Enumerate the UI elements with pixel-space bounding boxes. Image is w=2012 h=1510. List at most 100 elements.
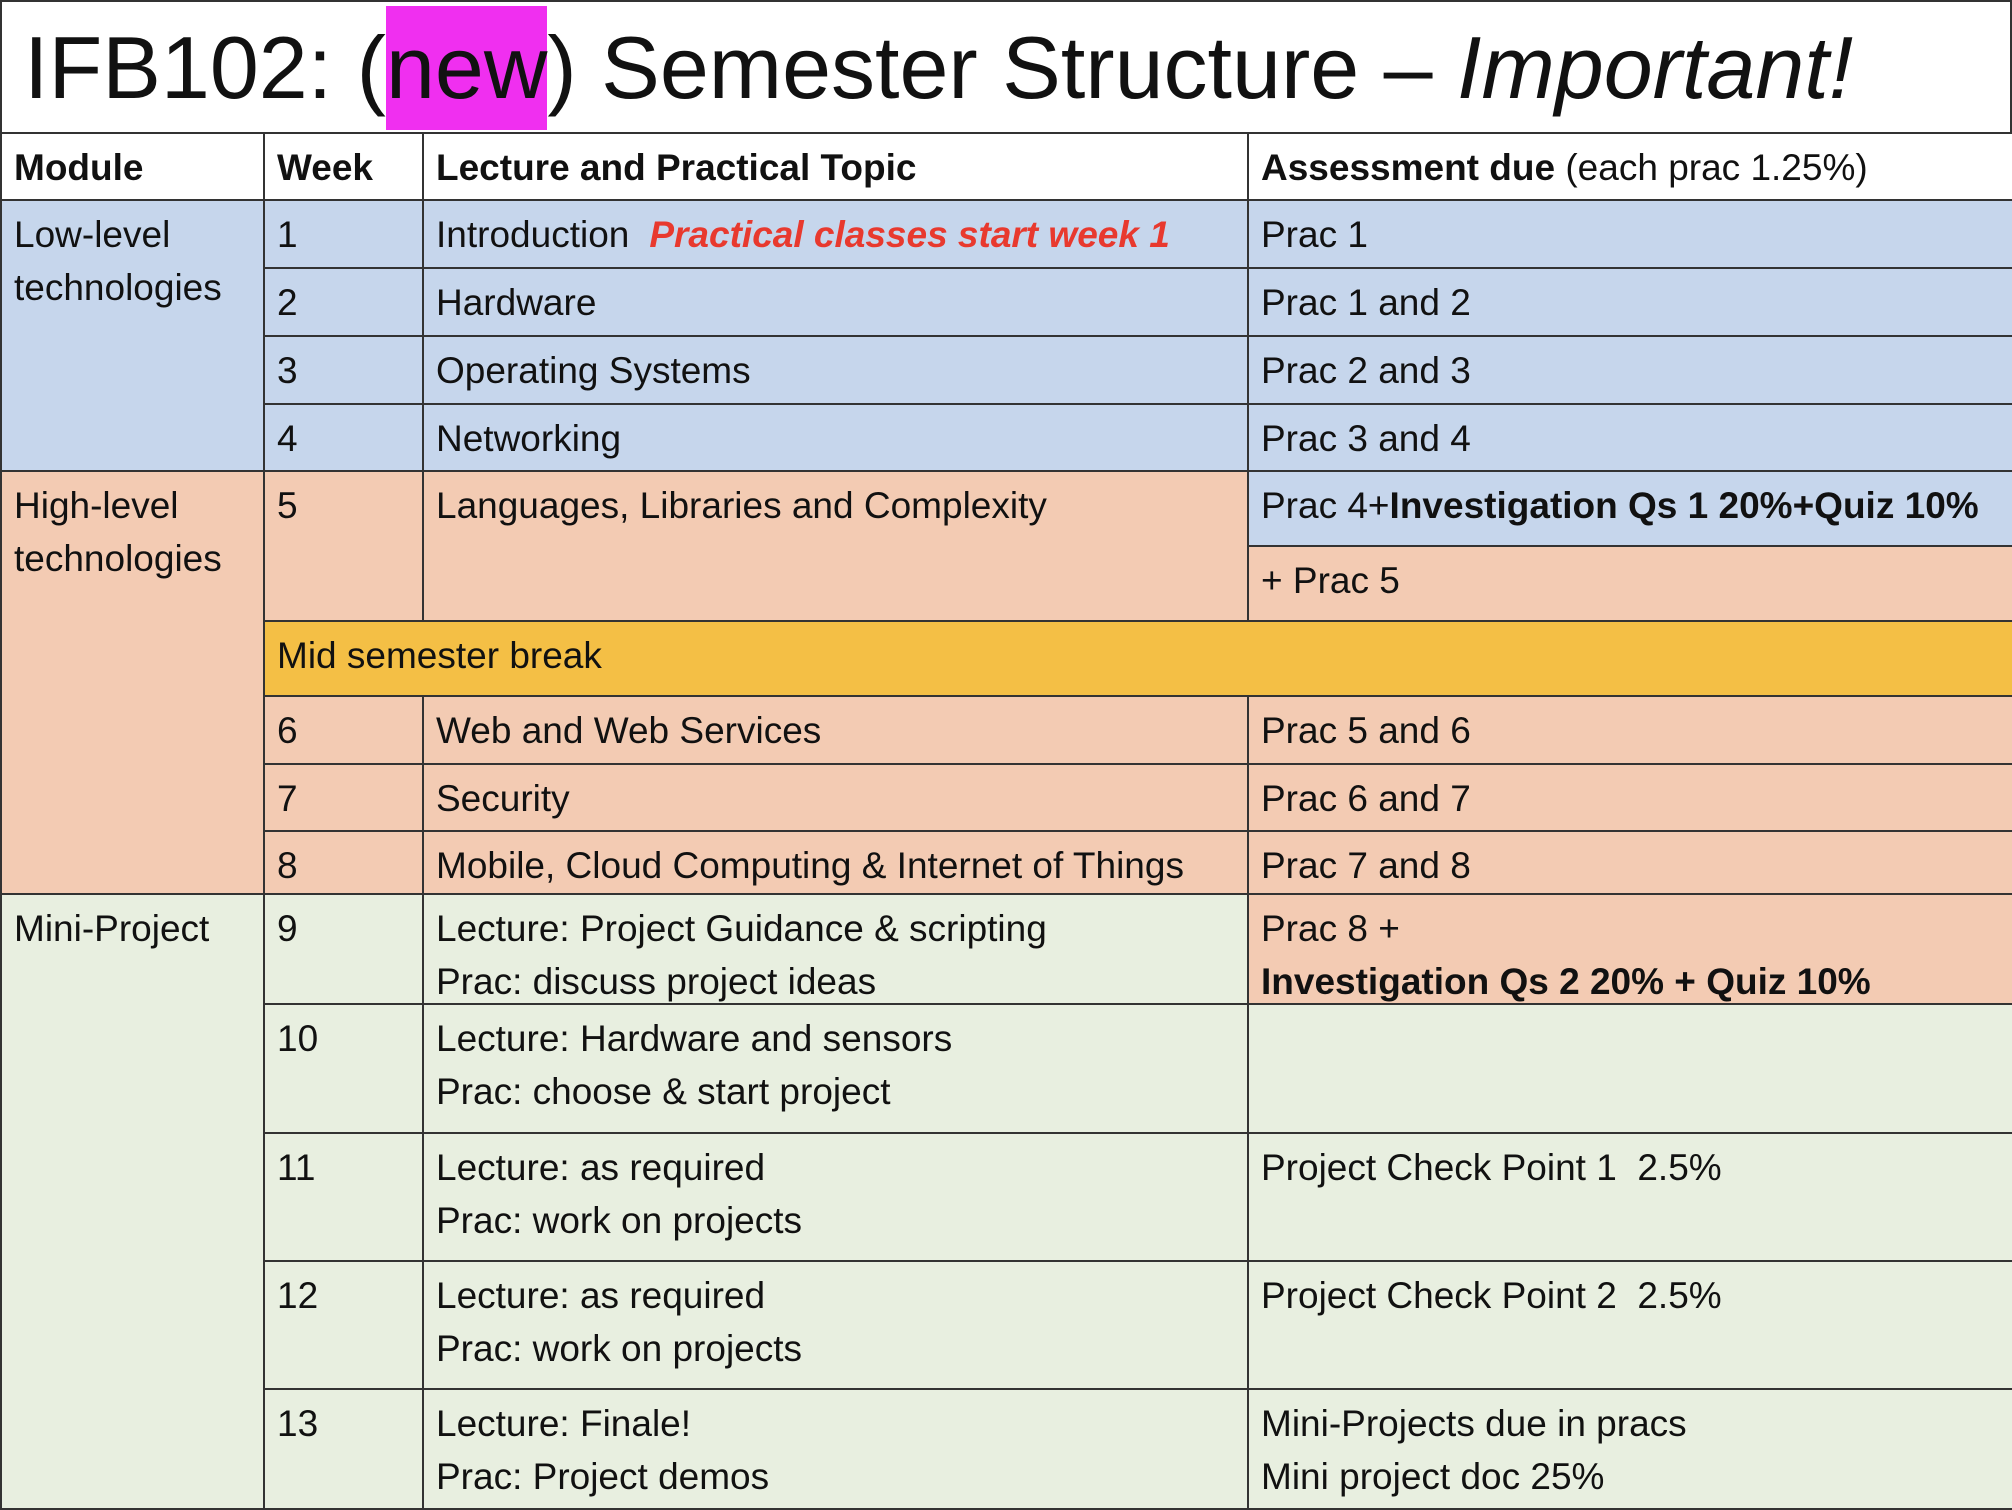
header-text: Week — [277, 147, 373, 188]
week-cell: 9 — [263, 893, 424, 1005]
header-note: (each prac 1.25%) — [1565, 147, 1868, 188]
assessment-cell: Prac 8 + Investigation Qs 2 20% + Quiz 10… — [1247, 893, 2012, 1005]
assessment-cell: Prac 4+Investigation Qs 1 20%+Quiz 10% — [1247, 470, 2012, 547]
week: 9 — [277, 908, 298, 949]
assessment-cell: Prac 7 and 8 — [1247, 830, 2012, 895]
week: 12 — [277, 1275, 319, 1316]
week-cell: 3 — [263, 335, 424, 405]
header-text: Module — [14, 147, 144, 188]
assessment: Prac 2 and 3 — [1261, 350, 1471, 391]
topic-line-2: Prac: work on projects — [436, 1328, 803, 1369]
topic-cell: Operating Systems — [422, 335, 1249, 405]
module-name: Mini-Project — [14, 908, 210, 949]
week: 3 — [277, 350, 298, 391]
assessment-bold: Investigation Qs 2 20% + Quiz 10% — [1261, 961, 1871, 1002]
slide-title: IFB102: (new) Semester Structure – Impor… — [0, 0, 2012, 132]
assessment: Prac 6 and 7 — [1261, 778, 1471, 819]
module-name: High-level technologies — [14, 485, 222, 579]
topic-cell: Lecture: Hardware and sensors Prac: choos… — [422, 1003, 1249, 1134]
assessment: Prac 4+ — [1261, 485, 1390, 526]
week: 10 — [277, 1018, 319, 1059]
topic: Hardware — [436, 282, 597, 323]
module-cell: Low-level technologies — [0, 199, 265, 472]
topic-line-2: Prac: discuss project ideas — [436, 961, 877, 1002]
week: 6 — [277, 710, 298, 751]
break-label: Mid semester break — [277, 635, 602, 676]
assessment: Prac 1 and 2 — [1261, 282, 1471, 323]
header-cell: Assessment due (each prac 1.25%) — [1247, 132, 2012, 201]
topic: Lecture: Finale! — [436, 1403, 692, 1444]
week-cell: 7 — [263, 763, 424, 832]
week-cell: 11 — [263, 1132, 424, 1262]
topic: Lecture: Project Guidance & scripting — [436, 908, 1047, 949]
title-emphasis: Important! — [1457, 18, 1854, 117]
assessment: + Prac 5 — [1261, 560, 1400, 601]
topic-line-2: Prac: Project demos — [436, 1456, 770, 1497]
module-name: Low-level technologies — [14, 214, 222, 308]
topic-cell: Lecture: as required Prac: work on projec… — [422, 1260, 1249, 1390]
week-cell: 6 — [263, 695, 424, 765]
week-cell: 2 — [263, 267, 424, 337]
topic-note: Practical classes start week 1 — [649, 214, 1170, 255]
topic-cell: Lecture: Project Guidance & scripting Pra… — [422, 893, 1249, 1005]
title-highlight: new — [385, 6, 548, 130]
assessment-cell: Prac 1 and 2 — [1247, 267, 2012, 337]
topic-line-2: Prac: work on projects — [436, 1200, 803, 1241]
week-cell: 13 — [263, 1388, 424, 1510]
topic: Operating Systems — [436, 350, 751, 391]
topic-cell: Languages, Libraries and Complexity — [422, 470, 1249, 622]
header-cell: Week — [263, 132, 424, 201]
assessment: Prac 3 and 4 — [1261, 418, 1471, 459]
week-cell: 1 — [263, 199, 424, 269]
week-cell: 5 — [263, 470, 424, 622]
topic: Lecture: Hardware and sensors — [436, 1018, 953, 1059]
assessment-line-2: Mini project doc 25% — [1261, 1456, 1605, 1497]
week: 4 — [277, 418, 298, 459]
assessment: Prac 1 — [1261, 214, 1368, 255]
topic-cell: Security — [422, 763, 1249, 832]
assessment-cell: Prac 3 and 4 — [1247, 403, 2012, 472]
topic-cell: Mobile, Cloud Computing & Internet of Th… — [422, 830, 1249, 895]
week: 8 — [277, 845, 298, 886]
assessment: Project Check Point 1 2.5% — [1261, 1147, 1722, 1188]
assessment-cell: Prac 6 and 7 — [1247, 763, 2012, 832]
topic-cell: Lecture: as required Prac: work on projec… — [422, 1132, 1249, 1262]
topic: Mobile, Cloud Computing & Internet of Th… — [436, 845, 1184, 886]
assessment-cell: Mini-Projects due in pracs Mini project d… — [1247, 1388, 2012, 1510]
header-cell: Lecture and Practical Topic — [422, 132, 1249, 201]
assessment: Prac 7 and 8 — [1261, 845, 1471, 886]
week-cell: 8 — [263, 830, 424, 895]
topic: Web and Web Services — [436, 710, 822, 751]
assessment-bold: Investigation Qs 1 20%+Quiz 10% — [1389, 485, 1979, 526]
topic: Introduction — [436, 214, 630, 255]
assessment-cell: + Prac 5 — [1247, 545, 2012, 622]
title-code: IFB102: ( — [24, 18, 386, 117]
assessment-cell: Prac 1 — [1247, 199, 2012, 269]
topic-cell: Networking — [422, 403, 1249, 472]
assessment: Mini-Projects due in pracs — [1261, 1403, 1687, 1444]
header-text: Assessment due — [1261, 147, 1556, 188]
module-cell: High-level technologies — [0, 470, 265, 895]
week-cell: 4 — [263, 403, 424, 472]
assessment-cell — [1247, 1003, 2012, 1134]
assessment-cell: Project Check Point 1 2.5% — [1247, 1132, 2012, 1262]
week: 2 — [277, 282, 298, 323]
week: 5 — [277, 485, 298, 526]
topic: Lecture: as required — [436, 1147, 766, 1188]
header-text: Lecture and Practical Topic — [436, 147, 917, 188]
assessment-cell: Project Check Point 2 2.5% — [1247, 1260, 2012, 1390]
week-cell: 12 — [263, 1260, 424, 1390]
topic: Languages, Libraries and Complexity — [436, 485, 1047, 526]
break-cell: Mid semester break — [263, 620, 2012, 697]
assessment: Project Check Point 2 2.5% — [1261, 1275, 1722, 1316]
topic: Security — [436, 778, 570, 819]
assessment-cell: Prac 2 and 3 — [1247, 335, 2012, 405]
title-rest: ) Semester Structure – — [547, 18, 1458, 117]
assessment: Prac 8 + — [1261, 908, 1400, 949]
assessment: Prac 5 and 6 — [1261, 710, 1471, 751]
topic-cell: Hardware — [422, 267, 1249, 337]
topic-cell: Introduction Practical classes start week… — [422, 199, 1249, 269]
week: 11 — [277, 1147, 316, 1188]
topic-cell: Web and Web Services — [422, 695, 1249, 765]
